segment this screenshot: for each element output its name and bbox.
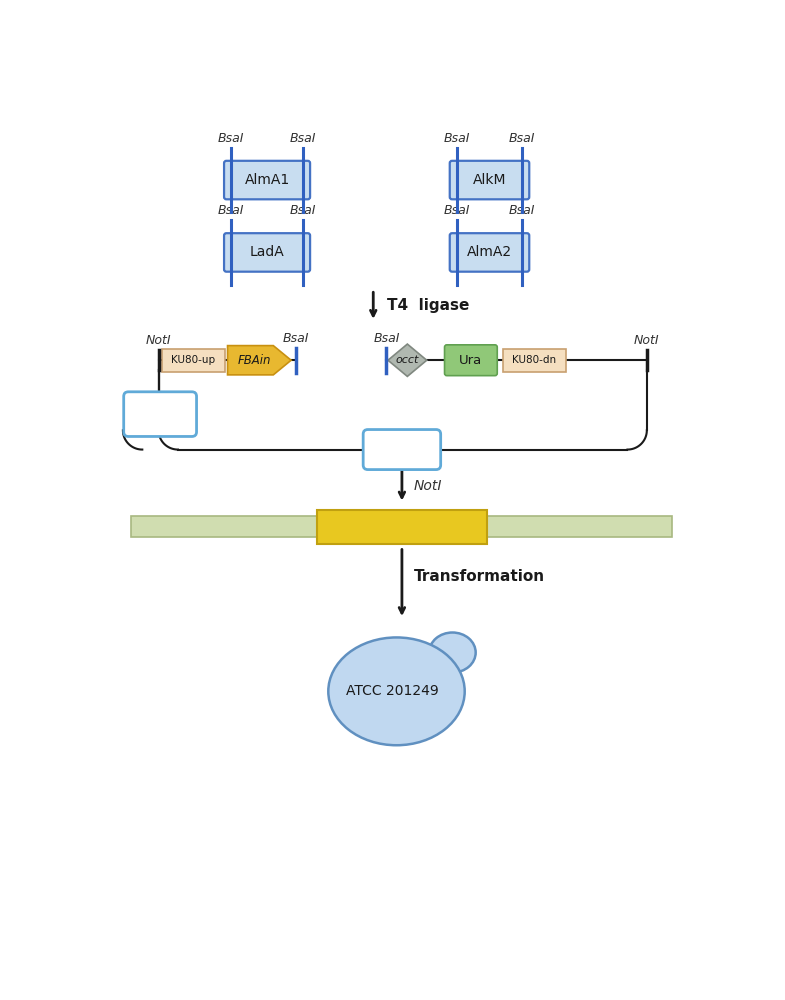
Text: AlmA2: AlmA2 — [467, 245, 512, 259]
Text: T4  ligase: T4 ligase — [387, 298, 469, 313]
Ellipse shape — [328, 637, 465, 745]
Text: FBAin: FBAin — [238, 354, 271, 367]
FancyBboxPatch shape — [444, 345, 497, 376]
Text: Transformation: Transformation — [414, 569, 545, 584]
Text: AlkM: AlkM — [473, 173, 506, 187]
FancyBboxPatch shape — [162, 349, 225, 372]
Text: BsaI: BsaI — [217, 204, 244, 217]
Text: BsaI: BsaI — [444, 132, 470, 145]
Text: Ura: Ura — [459, 354, 483, 367]
Text: BsaI: BsaI — [509, 132, 535, 145]
Text: occt: occt — [396, 355, 419, 365]
Text: LadA: LadA — [250, 245, 284, 259]
FancyBboxPatch shape — [363, 430, 440, 470]
Text: NotI: NotI — [146, 334, 171, 347]
FancyBboxPatch shape — [502, 349, 566, 372]
FancyBboxPatch shape — [450, 161, 529, 199]
Text: BsaI: BsaI — [283, 332, 309, 345]
Text: BsaI: BsaI — [290, 204, 316, 217]
Text: Alkane hydroxylase: Alkane hydroxylase — [334, 520, 469, 534]
Text: AlmA1: AlmA1 — [244, 173, 290, 187]
Text: KU80-dn: KU80-dn — [513, 355, 557, 365]
Ellipse shape — [429, 633, 476, 673]
Polygon shape — [228, 346, 291, 375]
Text: ATCC 201249: ATCC 201249 — [346, 684, 439, 698]
Text: NotI: NotI — [634, 334, 659, 347]
FancyBboxPatch shape — [316, 510, 487, 544]
Text: KU80-up: KU80-up — [171, 355, 216, 365]
Text: Kan: Kan — [146, 407, 174, 422]
FancyBboxPatch shape — [124, 392, 196, 436]
Text: BsaI: BsaI — [373, 332, 400, 345]
Text: BsaI: BsaI — [290, 132, 316, 145]
Text: BsaI: BsaI — [217, 132, 244, 145]
Text: BsaI: BsaI — [444, 204, 470, 217]
FancyBboxPatch shape — [224, 233, 310, 272]
FancyBboxPatch shape — [130, 516, 672, 537]
Text: BsaI: BsaI — [509, 204, 535, 217]
FancyBboxPatch shape — [450, 233, 529, 272]
FancyBboxPatch shape — [224, 161, 310, 199]
Text: NotI: NotI — [414, 479, 442, 493]
Text: K8FB: K8FB — [382, 442, 422, 457]
Polygon shape — [388, 344, 427, 376]
